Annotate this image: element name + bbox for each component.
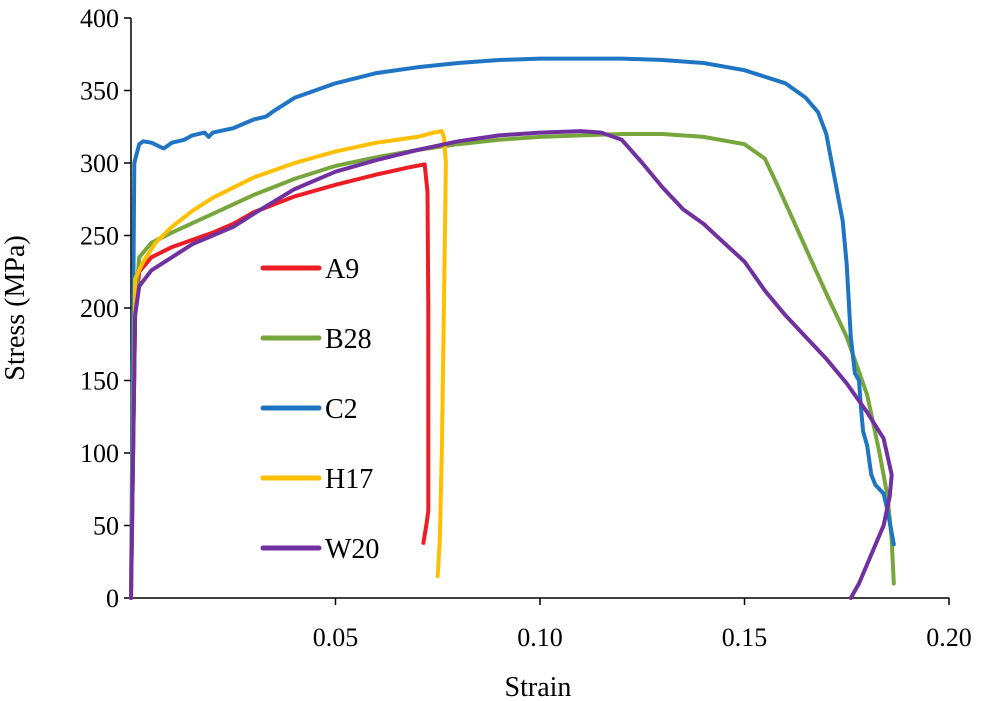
x-axis-title: Strain <box>505 672 572 701</box>
legend-label-w20: W20 <box>325 534 379 565</box>
y-tick-label: 200 <box>80 294 119 323</box>
x-tick-label: 0.05 <box>313 623 359 652</box>
series-line-a9 <box>129 162 431 600</box>
y-tick-label: 350 <box>80 77 119 106</box>
y-tick-label: 150 <box>80 367 119 396</box>
series-layer <box>129 56 896 600</box>
y-tick-label: 50 <box>93 512 119 541</box>
legend-label-c2: C2 <box>325 394 358 425</box>
series-line-c2 <box>129 56 896 600</box>
x-tick-label: 0.10 <box>517 623 563 652</box>
legend: A9 B28 C2 H17 W20 <box>260 254 379 565</box>
series-line-b28 <box>129 132 896 600</box>
y-tick-label: 300 <box>80 149 119 178</box>
y-tick-label: 400 <box>80 4 119 33</box>
legend-label-h17: H17 <box>325 464 373 495</box>
y-tick-label: 250 <box>80 222 119 251</box>
legend-label-a9: A9 <box>325 254 359 285</box>
series-line-h17 <box>129 129 448 600</box>
x-tick-label: 0.20 <box>926 623 972 652</box>
y-tick-label: 100 <box>80 439 119 468</box>
x-tick-label: 0.15 <box>722 623 768 652</box>
legend-label-b28: B28 <box>325 324 372 355</box>
axes: 0 50 100 150 200 250 300 350 400 0.05 0.10 0.15 0.20 <box>80 4 972 652</box>
series-line-w20 <box>129 129 894 600</box>
y-tick-label: 0 <box>106 584 119 613</box>
y-axis-title: Stress (MPa) <box>0 235 31 380</box>
